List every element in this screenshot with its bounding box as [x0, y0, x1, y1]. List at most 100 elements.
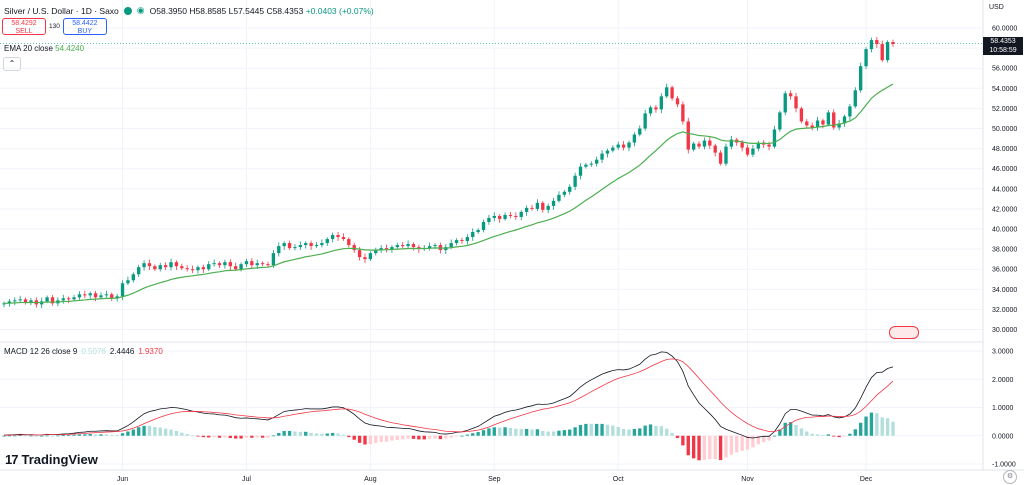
candle-body	[201, 267, 206, 270]
macd-hist-bar	[568, 429, 572, 436]
macd-hist-bar	[853, 429, 857, 436]
candle-body	[568, 186, 572, 192]
macd-legend[interactable]: MACD 12 26 close 9 0.5076 2.4446 1.9370	[4, 347, 163, 356]
candle-body	[514, 215, 518, 217]
candle-body	[783, 93, 787, 113]
currency-label[interactable]: USD	[989, 4, 1004, 11]
sell-button[interactable]: 58.4292 SELL	[2, 18, 46, 35]
time-tick-label: Oct	[613, 476, 624, 483]
macd-hist-bar	[859, 422, 863, 436]
candle-body	[589, 163, 593, 165]
macd-hist-bar	[783, 422, 787, 436]
price-tick-label: 40.0000	[992, 227, 1017, 234]
eye-icon[interactable]: ◉	[136, 5, 145, 15]
candle-body	[648, 107, 653, 114]
candle-body	[815, 120, 820, 128]
macd-hist-bar	[460, 435, 464, 437]
macd-hist-bar	[250, 435, 254, 438]
macd-hist-bar	[234, 435, 238, 439]
macd-hist-bar	[842, 435, 847, 437]
macd-hist-bar	[805, 431, 809, 436]
settings-icon[interactable]: ⚙	[1003, 470, 1017, 484]
macd-hist-bar	[438, 435, 443, 440]
macd-hist-bar	[611, 425, 615, 436]
macd-hist-bar	[406, 435, 410, 439]
macd-hist-bar	[298, 431, 303, 436]
candle-body	[875, 40, 879, 45]
macd-label: MACD 12 26 close 9	[4, 347, 78, 356]
macd-hist-bar	[77, 434, 82, 436]
macd-hist-bar	[363, 435, 367, 445]
candle-body	[347, 239, 351, 246]
candle-body	[131, 274, 135, 281]
macd-hist-bar	[336, 433, 340, 436]
candle-body	[632, 134, 637, 143]
candle-body	[600, 153, 604, 160]
candle-body	[859, 66, 863, 91]
macd-hist-bar	[411, 435, 416, 439]
macd-hist-bar	[471, 433, 475, 436]
macd-hist-bar	[541, 430, 545, 436]
macd-hist-bar	[50, 435, 55, 437]
candle-body	[465, 237, 470, 242]
candle-body	[686, 121, 690, 150]
candle-body	[621, 144, 626, 148]
candle-body	[61, 298, 65, 301]
macd-hist-bar	[708, 435, 712, 460]
price-tick-label: 30.0000	[992, 327, 1017, 334]
sell-label: SELL	[15, 28, 33, 35]
candle-body	[336, 235, 340, 238]
candle-body	[805, 121, 809, 126]
candle-body	[848, 106, 852, 117]
candle-body	[271, 253, 276, 266]
macd-hist-bar	[885, 418, 890, 436]
macd-hist-bar	[524, 428, 529, 436]
macd-hist-bar	[427, 435, 432, 439]
candle-body	[697, 143, 701, 147]
market-status-icon[interactable]	[123, 6, 132, 15]
macd-hist-bar	[395, 435, 399, 440]
macd-hist-bar	[762, 435, 766, 442]
macd-hist-bar	[616, 426, 620, 436]
candle-body	[541, 202, 545, 210]
price-axis: 60.000058.000056.000054.000052.000050.00…	[992, 26, 1017, 335]
macd-hist-bar	[131, 429, 135, 436]
macd-hist-bar	[718, 435, 723, 461]
tradingview-logo[interactable]: 17 TradingView	[5, 452, 98, 467]
symbol-title[interactable]: Silver / U.S. Dollar · 1D · Saxo	[4, 5, 119, 16]
event-flag-icon[interactable]	[889, 326, 919, 339]
macd-hist-bar	[740, 435, 744, 451]
candle-body	[880, 44, 884, 61]
macd-hist-bar	[643, 425, 647, 436]
candle-body	[681, 104, 685, 122]
candle-body	[670, 87, 674, 99]
candle-body	[260, 263, 265, 265]
candle-body	[492, 215, 496, 218]
macd-hist-bar	[34, 435, 38, 437]
time-tick-label: Nov	[741, 476, 754, 483]
buy-button[interactable]: 58.4422 BUY	[62, 18, 107, 35]
macd-hist-bar	[18, 435, 22, 436]
candle-body	[433, 245, 437, 247]
candle-body	[174, 262, 179, 267]
candle-body	[147, 263, 152, 267]
candle-body	[7, 301, 12, 304]
candle-body	[158, 265, 162, 270]
candle-body	[551, 200, 556, 206]
macd-hist-bar	[347, 435, 351, 438]
macd-hist-bar	[675, 435, 680, 439]
collapse-legend-button[interactable]: ⌃	[3, 57, 21, 71]
candle-body	[842, 116, 847, 124]
time-tick-label: Jun	[117, 476, 128, 483]
candle-body	[530, 207, 534, 209]
macd-hist-bar	[137, 427, 141, 436]
time-tick-label: Jul	[242, 476, 251, 483]
time-tick-label: Sep	[488, 476, 501, 483]
candle-body	[573, 175, 577, 187]
ema-legend[interactable]: EMA 20 close 54.4240	[4, 44, 84, 53]
candle-body	[476, 230, 480, 233]
macd-hist-bar	[260, 435, 265, 438]
spread-value: 130	[49, 23, 60, 30]
candle-body	[18, 299, 22, 301]
